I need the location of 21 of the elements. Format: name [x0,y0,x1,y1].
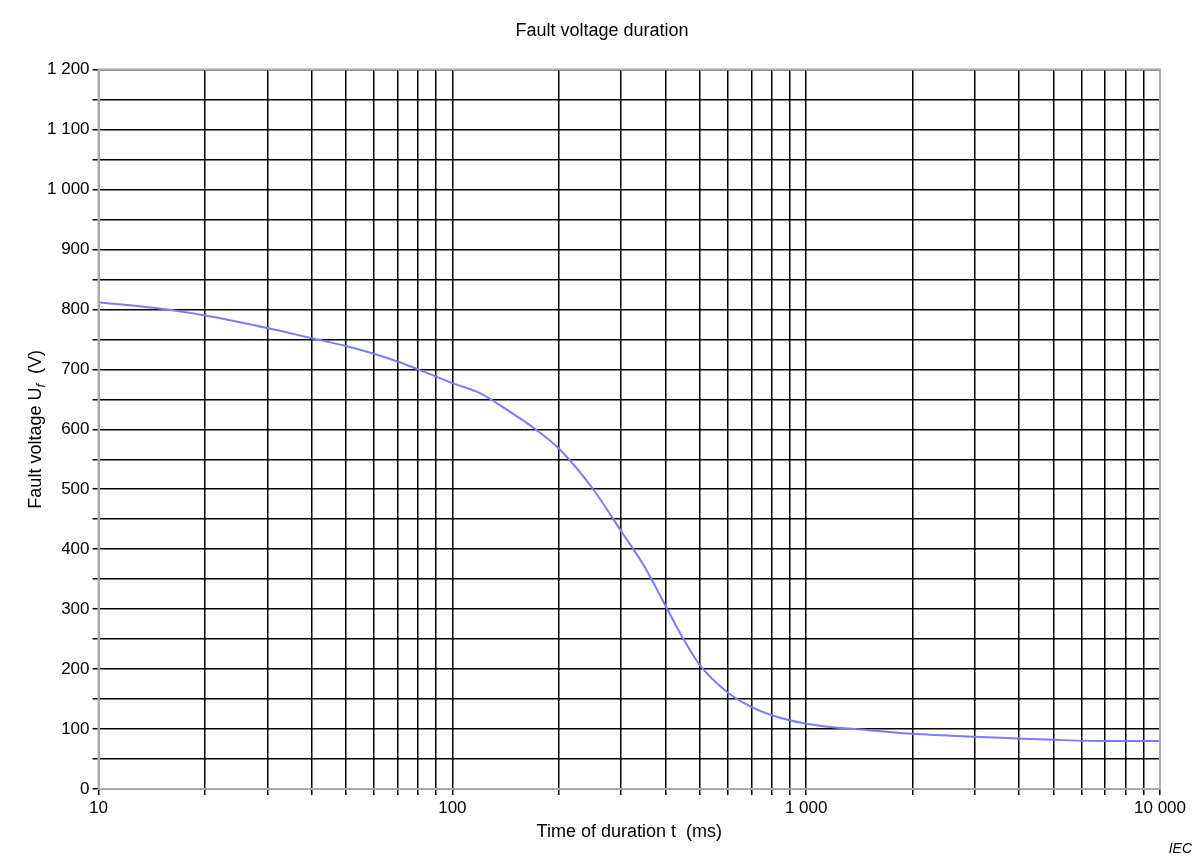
y-tick-label: 200 [61,658,90,678]
y-tick-label: 400 [61,538,90,558]
x-tick-label: 100 [438,797,467,817]
x-axis-title: Time of duration t (ms) [536,821,722,842]
y-tick-label: 1 100 [46,119,90,139]
y-tick-label: 1 000 [46,179,90,199]
y-tick-label: 300 [61,598,90,618]
text: IEC [1168,840,1193,856]
y-tick-label: 100 [61,718,90,738]
x-tick-label: 10 [89,797,108,817]
y-tick-label: 1 200 [46,59,90,79]
y-tick-label: 700 [61,359,90,379]
y-tick-label: 0 [80,778,90,798]
y-axis-title: Fault voltage Uf (V) [24,349,48,509]
y-tick-label: 800 [61,299,90,319]
y-tick-label: 900 [61,239,90,259]
y-tick-label: 600 [61,418,90,438]
x-tick-label: 1 000 [784,797,828,817]
x-tick-label: 10 000 [1134,797,1186,817]
chart-title: Fault voltage duration [515,19,689,40]
y-tick-label: 500 [61,478,90,498]
